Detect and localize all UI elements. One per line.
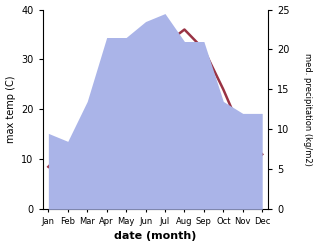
X-axis label: date (month): date (month): [114, 231, 197, 242]
Y-axis label: med. precipitation (kg/m2): med. precipitation (kg/m2): [303, 53, 313, 166]
Y-axis label: max temp (C): max temp (C): [5, 76, 16, 143]
